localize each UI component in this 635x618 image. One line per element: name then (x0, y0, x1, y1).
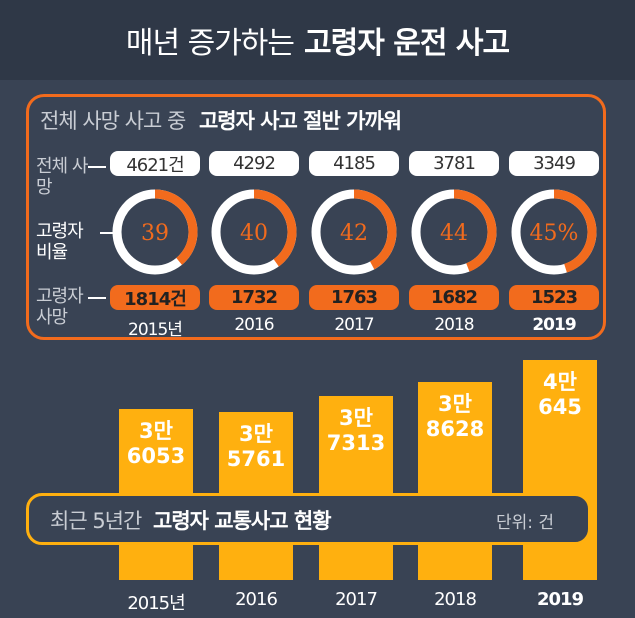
ratio-value-label: 40 (240, 221, 268, 246)
unit-label: 단위: 건 (496, 513, 555, 533)
ratio-year-label: 2015년 (128, 320, 183, 340)
bar-value-label: 4만 645 (523, 370, 597, 420)
bar-value-line: 3만 (339, 406, 373, 430)
main-headline: 매년 증가하는 고령자 운전 사고 (0, 0, 635, 80)
ratio-year-label: 2019 (532, 315, 576, 335)
bar (319, 396, 393, 580)
ratio-panel-frame (26, 94, 606, 340)
bar-value-line: 5761 (226, 447, 286, 471)
bar-value-line: 3만 (438, 392, 472, 416)
elderly-deaths-value: 1814건 (110, 285, 200, 310)
headline-light: 매년 증가하는 (125, 26, 295, 61)
ratio-value-label: 42 (340, 221, 368, 246)
total-deaths-value: 4292 (209, 151, 299, 176)
ratio-value-label: 45% (530, 221, 579, 246)
bar (418, 382, 492, 580)
ratio-ring-arc (411, 189, 497, 275)
bar-chart-title-light: 최근 5년간 (50, 509, 142, 533)
bar-year-label: 2019 (536, 589, 584, 610)
bar-value-line: 3만 (239, 422, 273, 446)
bar-value-line: 8628 (425, 417, 485, 441)
bar-chart-title-banner (26, 493, 591, 545)
total-deaths-value: 4185 (309, 151, 399, 176)
bar-value-label: 3만 5761 (219, 422, 293, 472)
total-deaths-value: 3781 (409, 151, 499, 176)
ratio-value-label: 39 (141, 221, 169, 246)
row-label-elderly-deaths: 고령자 사망 (36, 286, 84, 328)
ratio-year-label: 2017 (334, 315, 374, 335)
elderly-deaths-value: 1732 (209, 285, 299, 310)
bar-value-label: 3만 7313 (319, 406, 393, 456)
ratio-year-label: 2016 (234, 315, 274, 335)
total-deaths-value: 3349 (509, 151, 599, 176)
elderly-deaths-value: 1682 (409, 285, 499, 310)
bar-chart-title: 최근 5년간 고령자 교통사고 현황 (50, 505, 332, 535)
total-deaths-value: 4621건 (110, 151, 200, 176)
ratio-ring-arc (211, 189, 297, 275)
connector-elderly (88, 297, 106, 299)
ratio-panel-title: 전체 사망 사고 중 고령자 사고 절반 가까워 (40, 105, 402, 135)
ratio-panel-title-bold: 고령자 사고 절반 가까워 (198, 109, 402, 133)
elderly-deaths-value: 1523 (509, 285, 599, 310)
bar-chart-title-bold: 고령자 교통사고 현황 (153, 509, 332, 533)
bar-value-label: 3만 8628 (418, 392, 492, 442)
bar-value-line: 4만 (543, 370, 577, 394)
bar-value-label: 3만 6053 (119, 419, 193, 469)
elderly-deaths-value: 1763 (309, 285, 399, 310)
bar-value-line: 6053 (126, 444, 186, 468)
ratio-ring-arc (112, 189, 198, 275)
bar-year-label: 2016 (235, 589, 278, 610)
ratio-ring-arc (511, 189, 597, 275)
bar-year-label: 2017 (335, 589, 378, 610)
bar-value-line: 3만 (139, 419, 173, 443)
connector-ratio (100, 232, 118, 234)
ratio-panel-title-light: 전체 사망 사고 중 (40, 109, 186, 133)
bar-year-label: 2015년 (127, 593, 185, 614)
row-label-total-deaths: 전체 사망 (36, 156, 88, 198)
headline-bold: 고령자 운전 사고 (304, 26, 510, 61)
connector-total (88, 166, 106, 168)
ratio-value-label: 44 (440, 221, 468, 246)
ratio-ring-arc (311, 189, 397, 275)
ratio-year-label: 2018 (434, 315, 474, 335)
bar-year-label: 2018 (434, 589, 477, 610)
row-label-elderly-ratio: 고령자 비율 (36, 221, 84, 263)
bar-value-line: 645 (538, 395, 582, 419)
bar-value-line: 7313 (326, 431, 386, 455)
